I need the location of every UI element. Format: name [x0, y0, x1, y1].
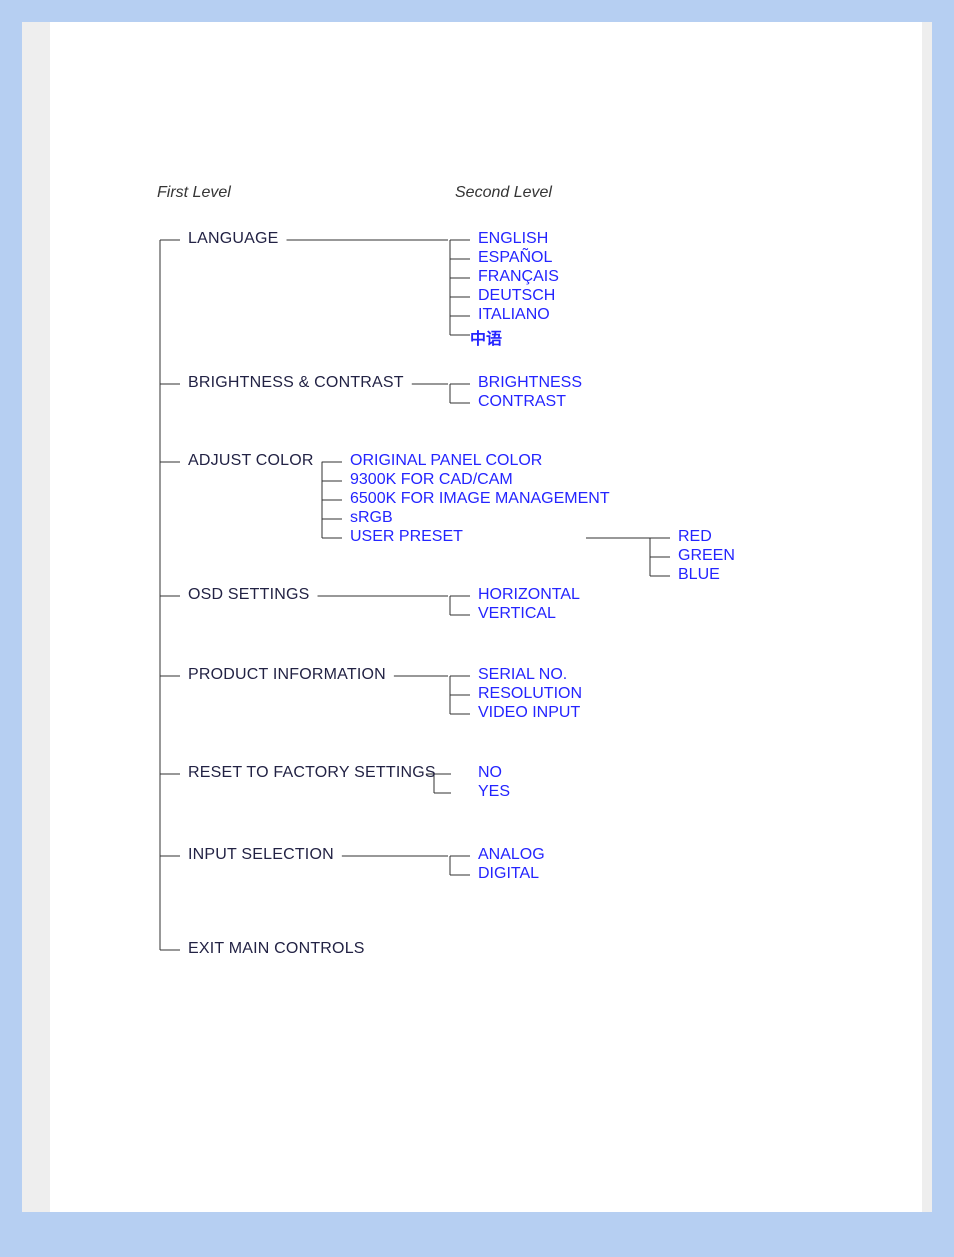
diagram-stage: First Level Second Level LANGUAGE ENGLISH…: [50, 22, 922, 1212]
l2-reset-1: YES: [478, 783, 510, 801]
l2-adjust-1: 9300K FOR CAD/CAM: [350, 471, 513, 489]
header-second-level: Second Level: [455, 184, 552, 202]
l2-language-1: ESPAÑOL: [478, 249, 552, 267]
l2-adjust-4: USER PRESET: [350, 528, 463, 546]
l2-product-2: VIDEO INPUT: [478, 704, 580, 722]
l2-brightness-1: CONTRAST: [478, 393, 566, 411]
l1-brightness: BRIGHTNESS & CONTRAST: [188, 374, 404, 392]
right-margin-band: [922, 22, 932, 1212]
l1-exit: EXIT MAIN CONTROLS: [188, 940, 365, 958]
l2-adjust-3: sRGB: [350, 509, 393, 527]
l2-language-4: ITALIANO: [478, 306, 550, 324]
l2-reset-0: NO: [478, 764, 502, 782]
l2-adjust-2: 6500K FOR IMAGE MANAGEMENT: [350, 490, 610, 508]
l2-brightness-0: BRIGHTNESS: [478, 374, 582, 392]
l2-osd-0: HORIZONTAL: [478, 586, 580, 604]
l2-language-2: FRANÇAIS: [478, 268, 559, 286]
l2-input-1: DIGITAL: [478, 865, 539, 883]
document-page: First Level Second Level LANGUAGE ENGLISH…: [22, 22, 932, 1212]
l1-osd: OSD SETTINGS: [188, 586, 310, 604]
left-margin-band: [22, 22, 50, 1212]
l2-product-0: SERIAL NO.: [478, 666, 567, 684]
l2-input-0: ANALOG: [478, 846, 545, 864]
l1-reset: RESET TO FACTORY SETTINGS: [188, 764, 436, 782]
l3-userpreset-1: GREEN: [678, 547, 735, 565]
l3-userpreset-0: RED: [678, 528, 712, 546]
l2-adjust-0: ORIGINAL PANEL COLOR: [350, 452, 542, 470]
l1-language: LANGUAGE: [188, 230, 279, 248]
l3-userpreset-2: BLUE: [678, 566, 720, 584]
l2-product-1: RESOLUTION: [478, 685, 582, 703]
l1-input: INPUT SELECTION: [188, 846, 334, 864]
header-first-level: First Level: [157, 184, 231, 202]
l2-language-3: DEUTSCH: [478, 287, 555, 305]
l2-osd-1: VERTICAL: [478, 605, 556, 623]
l2-language-5: 中语: [470, 325, 502, 349]
l1-adjust: ADJUST COLOR: [188, 452, 314, 470]
l2-language-0: ENGLISH: [478, 230, 548, 248]
l1-product: PRODUCT INFORMATION: [188, 666, 386, 684]
